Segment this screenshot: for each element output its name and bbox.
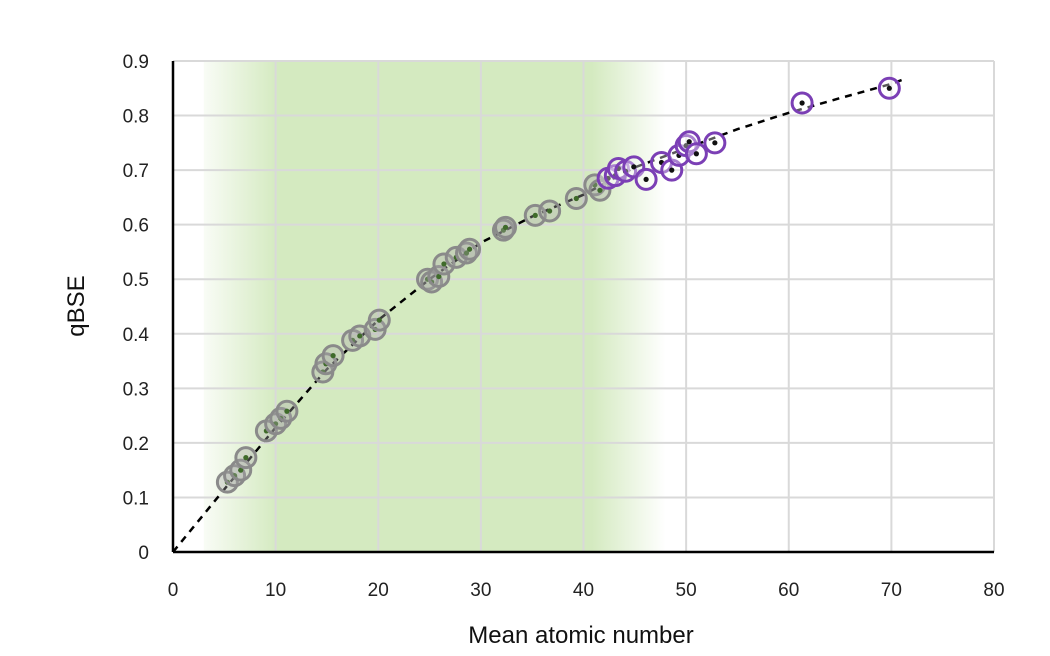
data-points [215,76,901,494]
x-axis-title: Mean atomic number [468,622,693,649]
y-tick-label: 0.3 [123,379,149,400]
data-point-center [436,273,442,280]
data-point-center [238,467,244,473]
y-tick-label: 0.5 [123,270,149,291]
x-tick-label: 0 [168,580,179,601]
data-point-center [466,246,473,252]
x-tick-label: 50 [676,580,697,601]
data-point-center [376,317,382,323]
data-point-center [243,455,249,461]
highlighted-range [203,61,666,552]
data-point-center [357,333,363,339]
x-tick-label: 40 [573,580,594,601]
data-point-center [547,208,553,214]
data-point-center [669,167,675,173]
data-point-center [502,224,509,230]
x-tick-label: 80 [983,580,1004,601]
x-tick-label: 20 [368,580,389,601]
data-point-center [712,140,718,146]
data-point-center [693,151,699,157]
x-tick-label: 30 [470,580,491,601]
data-point-center [643,176,649,182]
data-point-center [441,261,447,267]
axes [171,61,994,554]
y-tick-label: 0.4 [123,325,150,346]
x-tick-label: 70 [881,580,902,601]
data-point-center [597,187,603,193]
y-tick-label: 0 [138,543,149,564]
y-tick-label: 0.1 [123,488,149,509]
y-tick-label: 0.6 [123,216,149,237]
data-point-center [463,250,470,256]
data-point-center [799,100,805,106]
y-tick-label: 0.9 [123,52,149,73]
y-tick-label: 0.7 [123,161,149,182]
x-tick-label: 10 [265,580,286,601]
data-point-center [573,195,579,202]
data-point-center [284,408,290,414]
x-axis-ticks: 0 10 20 30 40 50 60 70 80 [168,580,1005,601]
y-axis-title: qBSE [63,275,90,336]
data-point-center [686,139,692,145]
y-axis-ticks: 0 0.1 0.2 0.3 0.4 0.5 0.6 0.7 0.8 0.9 [123,52,150,564]
data-point-center [886,85,892,91]
y-tick-label: 0.2 [123,434,149,455]
data-point-center [631,164,637,170]
x-tick-label: 60 [778,580,799,601]
data-point-center [532,212,538,218]
y-tick-label: 0.8 [123,107,149,128]
data-point-center [330,353,336,359]
